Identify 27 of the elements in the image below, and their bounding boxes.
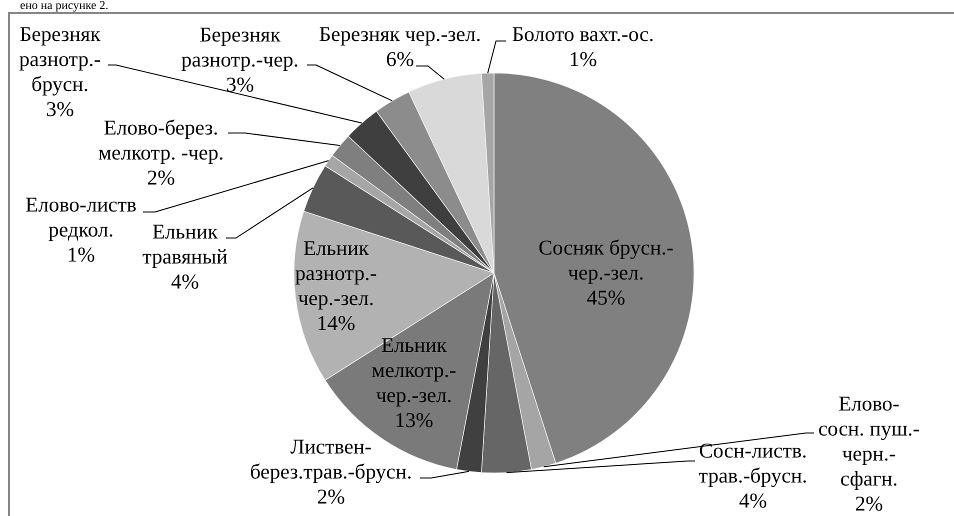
data-label: 2% — [317, 484, 345, 508]
data-label: 1% — [67, 242, 95, 266]
slice-label: Елово-листв редкол. — [25, 192, 137, 242]
data-label: 4% — [739, 488, 767, 512]
data-label: 2% — [147, 165, 175, 190]
slice-label: Березняк чер.-зел. — [318, 22, 482, 46]
data-label: 2% — [855, 491, 883, 516]
data-label: 45% — [586, 285, 626, 310]
text: ено на рисунке 2. — [20, 0, 108, 12]
data-label: 13% — [394, 408, 434, 432]
slice-label: Болото вахт.-ос. — [512, 22, 654, 46]
data-label: 3% — [226, 72, 254, 96]
slice-label: Листвен-берез.трав.-брусн. — [250, 434, 412, 484]
data-label: 1% — [569, 46, 597, 71]
data-label: 3% — [46, 96, 74, 121]
slice-label: Ельник травяный — [142, 219, 228, 268]
slice-label: Ельник разнотр.-чер.-зел. — [295, 236, 377, 310]
slice-label: Елово-берез. мелкотр. -чер. — [98, 115, 224, 164]
slice-label: Сосняк брусн.-чер.-зел. — [538, 235, 674, 284]
data-label: 6% — [386, 46, 414, 71]
slice-label: Березняк разнотр.-чер. — [181, 22, 299, 72]
slice-label: Елово-сосн. пуш.-черн.-сфагн. — [818, 391, 920, 490]
slice-label: Березняк разнотр.-брусн. — [19, 22, 102, 96]
slice-label: Сосн-листв. трав.-брусн. — [698, 438, 808, 488]
data-label: 4% — [171, 269, 199, 294]
data-label: 14% — [316, 310, 356, 335]
slice-label: Ельник мелкотр.-чер.-зел. — [372, 332, 456, 407]
